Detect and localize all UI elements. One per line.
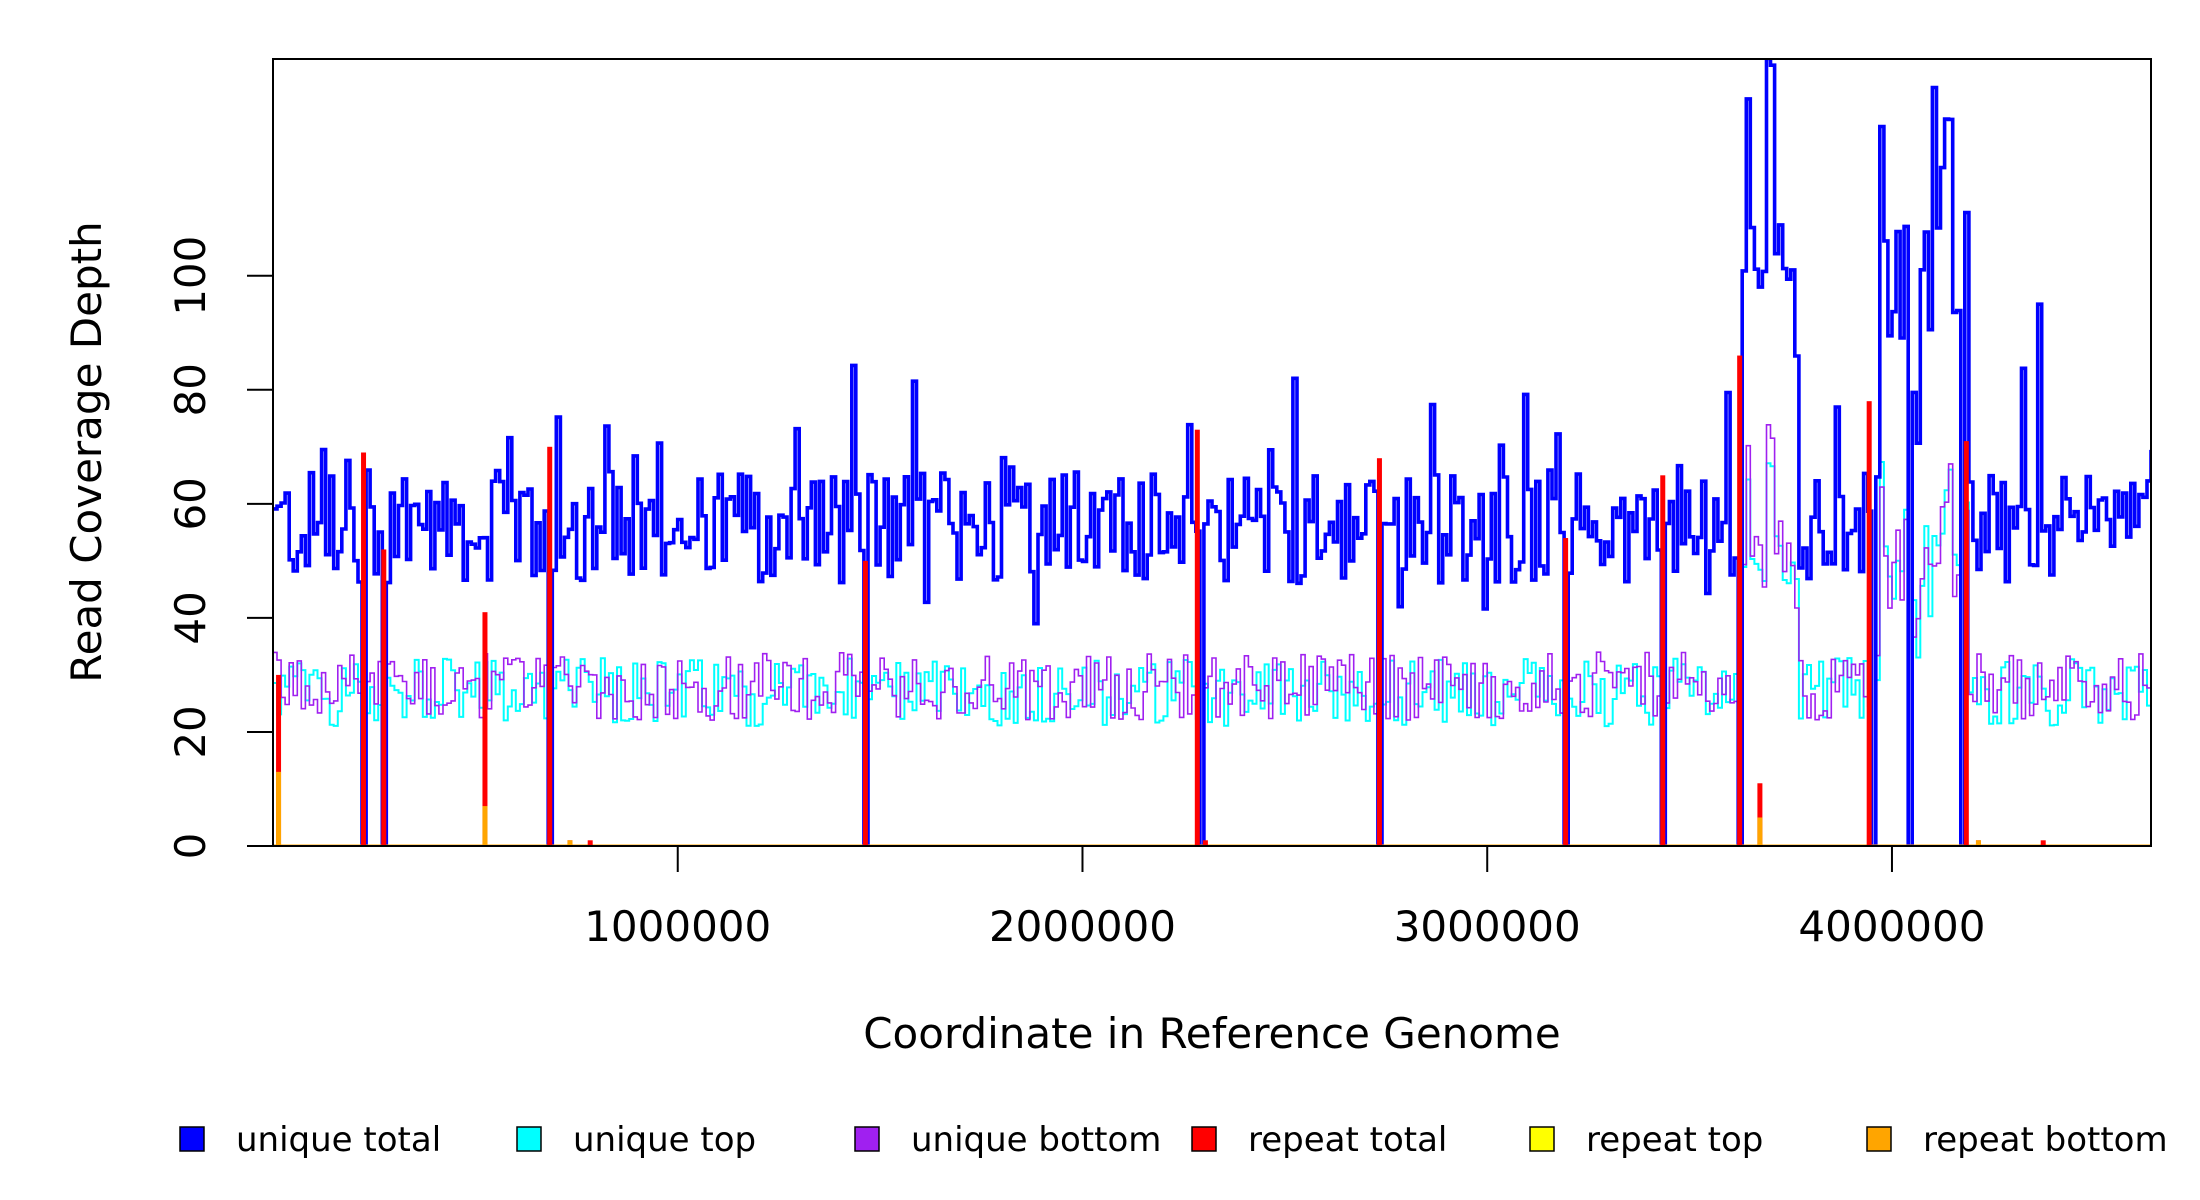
repeat-total-spike-4 <box>547 446 553 846</box>
repeat-total-spike-14 <box>1757 783 1763 846</box>
repeat-total-spike-3 <box>482 612 488 846</box>
repeat-total-spike-9 <box>1202 840 1208 846</box>
legend-label: repeat top <box>1586 1120 1763 1160</box>
legend-item-unique-total: unique total <box>179 1120 441 1160</box>
repeat-total-spike-13 <box>1737 355 1743 846</box>
repeat-total-spike-18 <box>2040 840 2046 846</box>
legend-item-repeat-total: repeat total <box>1191 1120 1447 1160</box>
legend-item-unique-bottom: unique bottom <box>854 1120 1161 1160</box>
repeat-total-spike-12 <box>1660 475 1666 846</box>
y-tick-label: 0 <box>166 833 215 860</box>
repeat-total-spike-16 <box>1963 441 1969 846</box>
legend-swatch <box>1191 1126 1217 1152</box>
legend-label: repeat total <box>1248 1120 1447 1160</box>
repeat-bottom-spike-1 <box>482 806 488 846</box>
x-tick-label: 2000000 <box>989 902 1176 951</box>
series-layer <box>273 59 2151 846</box>
legend-item-repeat-top: repeat top <box>1529 1120 1763 1160</box>
repeat-bottom-spike-4 <box>1975 840 1981 846</box>
x-tick-label: 3000000 <box>1394 902 1581 951</box>
repeat-total-spike-7 <box>862 560 868 846</box>
legend-swatch <box>516 1126 542 1152</box>
plot-series <box>273 59 2151 846</box>
plot-frame <box>272 58 2152 847</box>
repeat-bottom-spike-3 <box>567 840 573 846</box>
repeat-total-spike-8 <box>1194 429 1200 846</box>
y-tick-label: 80 <box>166 363 215 416</box>
series-unique-total-line <box>273 59 2151 846</box>
legend-swatch <box>1529 1126 1555 1152</box>
x-tick-label: 4000000 <box>1798 902 1985 951</box>
legend-swatch <box>854 1126 880 1152</box>
legend-item-unique-top: unique top <box>516 1120 756 1160</box>
legend-label: unique total <box>236 1120 441 1160</box>
y-tick-label: 60 <box>166 477 215 530</box>
legend-swatch <box>179 1126 205 1152</box>
x-tick-label: 1000000 <box>584 902 771 951</box>
repeat-total-spike-10 <box>1376 458 1382 846</box>
y-axis-title: Read Coverage Depth <box>62 221 111 682</box>
repeat-total-spike-1 <box>361 452 367 846</box>
legend-label: repeat bottom <box>1923 1120 2168 1160</box>
legend-item-repeat-bottom: repeat bottom <box>1866 1120 2168 1160</box>
legend: unique total unique top unique bottom repea… <box>179 1120 2168 1160</box>
x-axis-title: Coordinate in Reference Genome <box>863 1009 1561 1058</box>
repeat-total-spike-15 <box>1866 401 1872 846</box>
repeat-bottom-spike-0 <box>276 771 282 846</box>
legend-label: unique bottom <box>911 1120 1161 1160</box>
repeat-bottom-spike-2 <box>1757 817 1763 846</box>
y-tick-label: 100 <box>166 236 215 316</box>
repeat-total-spike-6 <box>587 840 593 846</box>
repeat-total-spike-0 <box>276 674 282 846</box>
repeat-total-spike-11 <box>1563 538 1569 846</box>
legend-swatch <box>1866 1126 1892 1152</box>
y-tick-label: 40 <box>166 591 215 644</box>
y-tick-label: 20 <box>166 705 215 758</box>
axes: 0 20 40 60 80 100 1000000 2000000 3000000 4000000 <box>166 236 1985 951</box>
legend-label: unique top <box>573 1120 756 1160</box>
repeat-total-spike-2 <box>381 549 387 846</box>
series-unique-bottom-line <box>273 424 2151 846</box>
